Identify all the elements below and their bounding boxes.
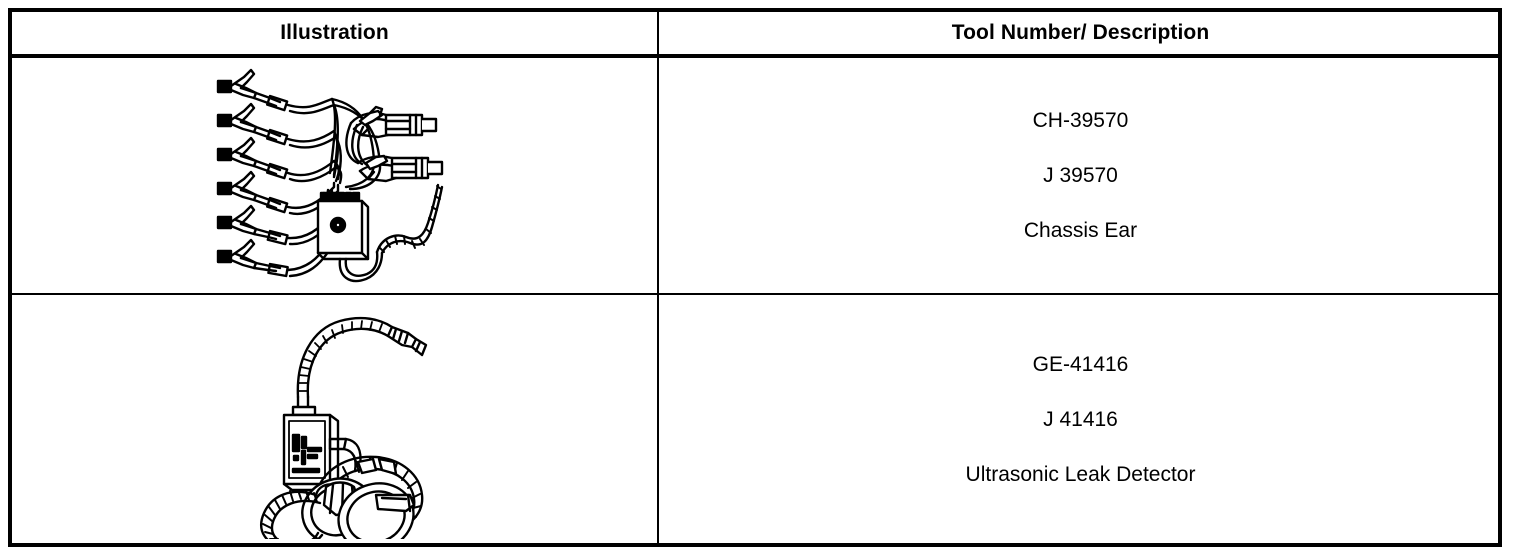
tool-number-secondary: J 41416 <box>1043 407 1118 431</box>
tool-description-cell: CH-39570 J 39570 Chassis Ear <box>659 58 1502 293</box>
column-divider <box>657 12 659 543</box>
tool-number-secondary: J 39570 <box>1043 164 1118 187</box>
tool-number-primary: GE-41416 <box>1032 352 1129 376</box>
special-tools-table: Illustration Tool Number/ Description <box>8 8 1502 547</box>
chassis-ear-icon <box>216 68 443 282</box>
header-divider <box>12 54 1498 58</box>
column-header-description: Tool Number/ Description <box>951 21 1210 44</box>
table-row <box>12 58 657 293</box>
row-divider <box>12 293 1498 295</box>
ultrasonic-leak-detector-icon <box>259 316 427 539</box>
table-row <box>12 295 657 543</box>
column-header-illustration: Illustration <box>280 21 389 44</box>
tool-description-cell: GE-41416 J 41416 Ultrasonic Leak Detecto… <box>659 295 1502 543</box>
tool-description: Ultrasonic Leak Detector <box>965 462 1196 486</box>
tool-number-primary: CH-39570 <box>1032 109 1129 132</box>
tool-description: Chassis Ear <box>1023 219 1138 242</box>
